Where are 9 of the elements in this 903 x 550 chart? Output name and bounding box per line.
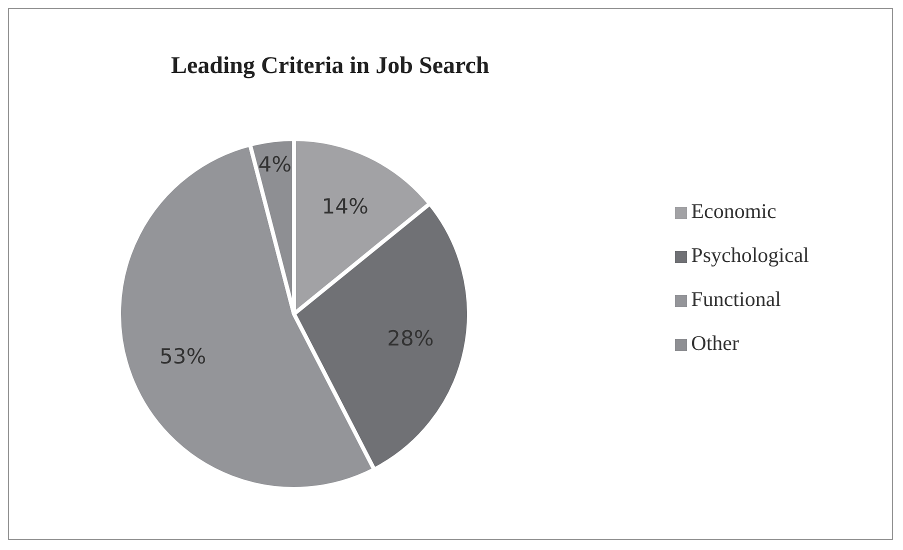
data-label: 4% [258, 152, 292, 177]
chart-title: Leading Criteria in Job Search [171, 53, 490, 80]
legend-label: Economic [691, 199, 776, 223]
data-label: 53% [159, 344, 206, 368]
data-label: 28% [387, 326, 434, 350]
legend-label: Other [691, 331, 739, 355]
legend-label: Functional [691, 287, 781, 311]
data-label: 14% [322, 194, 368, 219]
legend-label: Psychological [691, 243, 809, 267]
